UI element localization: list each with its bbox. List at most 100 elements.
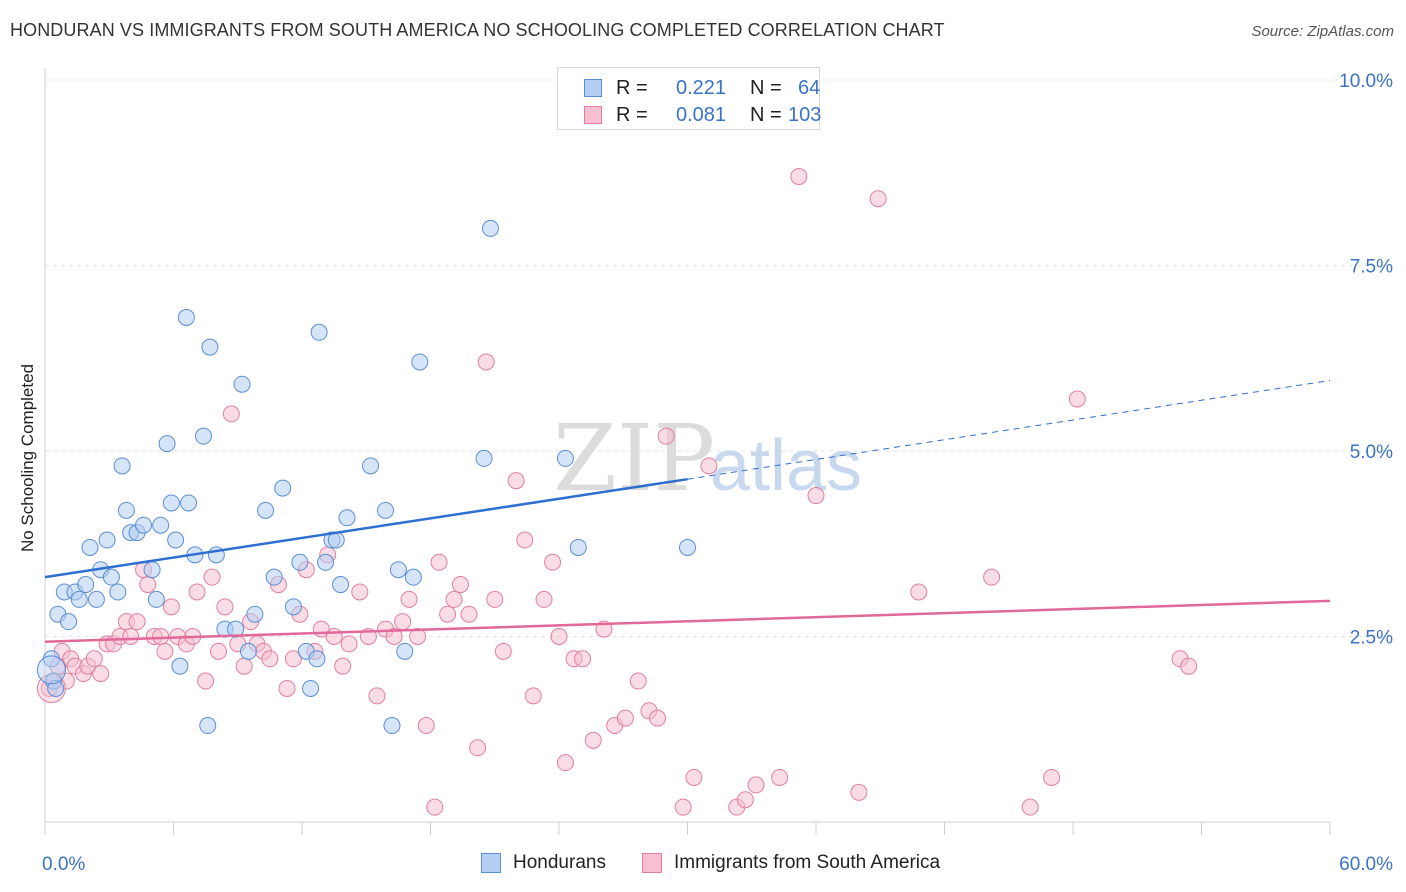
hondurans-point [377,501,395,519]
immigrants-point [771,768,789,786]
immigrants-swatch [584,106,602,124]
immigrants-point [910,583,928,601]
immigrants-point [325,628,343,645]
gridlines [45,79,1392,637]
hondurans-legend-swatch [481,853,501,873]
hondurans-point [383,717,401,735]
immigrants-point [869,190,887,208]
hondurans-point [143,561,161,579]
immigrants-point [544,553,562,571]
hondurans-point [404,568,422,586]
n-value: 103 [788,104,822,126]
hondurans-point [36,655,66,685]
hondurans-point [411,353,429,371]
watermark-atlas: atlas [710,426,862,506]
hondurans-swatch [584,79,602,97]
hondurans-point [109,583,127,601]
hondurans-point [310,323,328,341]
hondurans-points [36,219,696,735]
immigrants-point [451,576,469,594]
hondurans-point [179,494,197,512]
immigrants-point [351,583,369,601]
y-axis-label: No Schooling Completed [18,363,37,553]
hondurans-point [201,338,219,356]
y-tick-label: 7.5% [1350,257,1393,278]
hondurans-point [302,679,320,697]
immigrants-point [400,590,418,608]
hondurans-point [246,605,264,623]
hondurans-point [135,516,153,534]
immigrants-point [460,605,478,623]
x-tick-label: 0.0% [42,854,85,875]
hondurans-point [239,642,257,660]
hondurans-point [233,375,251,393]
x-tick-label: 60.0% [1339,854,1393,875]
immigrants-point [417,717,435,735]
tick-labels: 2.5% 5.0% 7.5% 10.0% 0.0% 60.0% [42,71,1393,875]
immigrants-point [616,709,634,727]
hondurans-point [679,538,696,556]
hondurans-trend-extension [687,380,1331,480]
hondurans-point [194,427,212,445]
immigrants-point [649,709,667,727]
hondurans-point [227,620,245,638]
hondurans-point [47,679,65,697]
immigrants-point [394,613,412,631]
immigrants-point [156,642,174,660]
immigrants-point [507,472,525,490]
immigrants-point [203,568,221,586]
immigrants-point [445,590,463,608]
hondurans-point [98,531,116,549]
hondurans-point [81,538,99,556]
immigrants-point [222,405,240,423]
hondurans-point [396,642,414,660]
immigrants-point [439,605,457,623]
immigrants-point [409,628,427,645]
immigrants-point [261,650,279,668]
n-value: 64 [798,77,821,99]
immigrants-point [550,628,568,645]
immigrants-point [235,657,253,675]
immigrants-point [807,487,825,505]
immigrants-point [216,598,234,616]
hondurans-point [257,501,275,519]
hondurans-trend-line [44,477,688,579]
r-label: R = [616,77,648,99]
immigrants-point [747,776,765,794]
immigrants-legend-label: Immigrants from South America [674,852,941,873]
hondurans-point [389,561,407,579]
stats-legend: R = 0.221 N = 64 R = 0.081 N = 103 [557,67,822,130]
hondurans-legend-label: Hondurans [513,852,606,873]
immigrants-point [92,665,110,683]
hondurans-point [152,516,170,534]
watermark-zip: ZIP [553,405,715,512]
immigrants-point [736,791,754,809]
immigrants-point [430,553,448,571]
trend-lines [44,380,1331,643]
hondurans-point [362,457,380,475]
immigrants-point [334,657,352,675]
hondurans-point [265,568,283,586]
r-value: 0.081 [676,104,727,126]
immigrants-point [674,798,692,816]
immigrants-point [209,642,227,660]
r-label: R = [616,104,648,126]
hondurans-point [167,531,185,549]
hondurans-point [177,308,195,326]
immigrants-point [556,754,574,772]
immigrants-point [284,650,302,668]
hondurans-point [60,613,78,631]
hondurans-point [332,576,350,594]
immigrants-point [790,167,808,185]
immigrants-point [197,672,215,690]
watermark: ZIP atlas [553,405,862,512]
hondurans-point [338,509,356,527]
immigrants-point [584,731,602,749]
n-label: N = [750,104,782,126]
hondurans-point [113,457,131,475]
hondurans-point [87,590,105,608]
immigrants-point [850,783,868,801]
y-tick-label: 10.0% [1339,71,1393,92]
immigrants-point [188,583,206,601]
immigrants-point [426,798,444,816]
